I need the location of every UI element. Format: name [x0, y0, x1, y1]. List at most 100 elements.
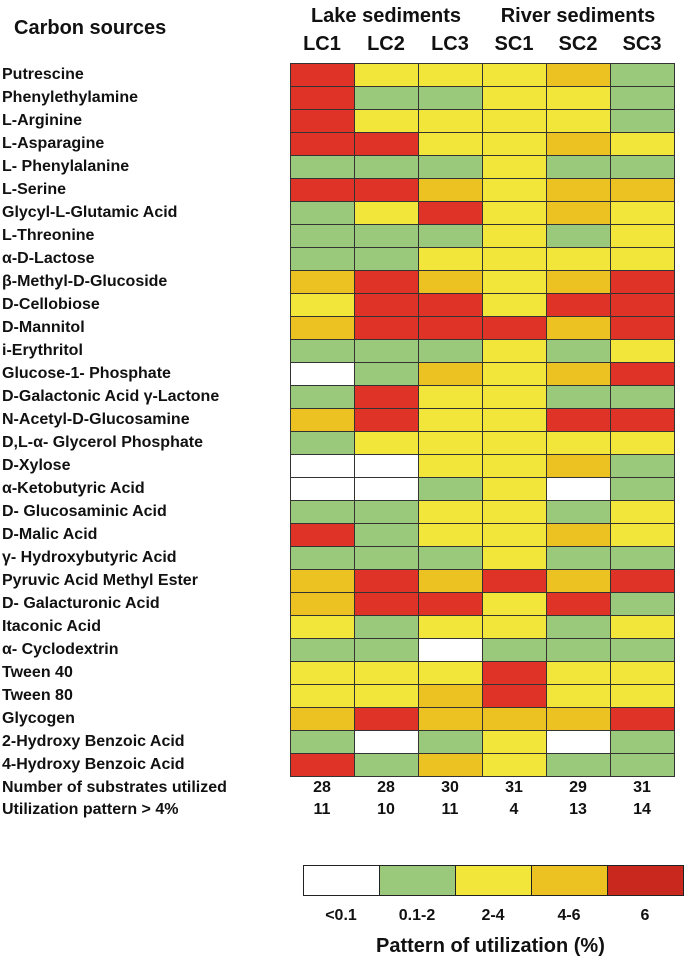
heatmap-cell	[610, 385, 675, 409]
heatmap-cell	[482, 385, 547, 409]
heatmap-cell	[482, 63, 547, 87]
heatmap-cell	[354, 408, 419, 432]
heatmap-cell	[418, 592, 483, 616]
summary-value: 28	[377, 779, 395, 796]
heatmap-cell	[546, 408, 611, 432]
heatmap-cell	[610, 178, 675, 202]
row-label: Pyruvic Acid Methyl Ester	[2, 572, 198, 589]
row-label: L-Arginine	[2, 112, 82, 129]
heatmap-cell	[546, 615, 611, 639]
row-label: D-Cellobiose	[2, 296, 100, 313]
heatmap-cell	[610, 293, 675, 317]
summary-value: 4	[509, 801, 519, 818]
heatmap-cell	[418, 638, 483, 662]
heatmap-cell	[482, 569, 547, 593]
heatmap-cell	[290, 569, 355, 593]
heatmap-cell	[290, 477, 355, 501]
heatmap-cell	[482, 523, 547, 547]
row-label: Glycogen	[2, 710, 75, 727]
heatmap-cell	[546, 362, 611, 386]
heatmap-cell	[482, 546, 547, 570]
heatmap-cell	[354, 86, 419, 110]
row-label: Tween 40	[2, 664, 73, 681]
heatmap-cell	[482, 201, 547, 225]
heatmap-cell	[354, 178, 419, 202]
heatmap-cell	[546, 431, 611, 455]
heatmap-cell	[290, 316, 355, 340]
heatmap-cell	[418, 661, 483, 685]
heatmap-cell	[482, 477, 547, 501]
heatmap-cell	[290, 362, 355, 386]
heatmap-cell	[418, 500, 483, 524]
heatmap-cell	[354, 63, 419, 87]
heatmap-cell	[354, 569, 419, 593]
heatmap-cell	[290, 707, 355, 731]
heatmap-cell	[354, 592, 419, 616]
heatmap-cell	[418, 155, 483, 179]
heatmap-cell	[482, 224, 547, 248]
summary-value: 28	[313, 779, 331, 796]
heatmap-cell	[610, 546, 675, 570]
legend-label: <0.1	[325, 907, 357, 924]
heatmap-cell	[418, 615, 483, 639]
heatmap-cell	[418, 431, 483, 455]
heatmap-cell	[290, 247, 355, 271]
row-label: Putrescine	[2, 66, 84, 83]
heatmap-cell	[290, 224, 355, 248]
group-label-lake: Lake sediments	[310, 5, 462, 27]
heatmap-cell	[418, 730, 483, 754]
heatmap-cell	[482, 316, 547, 340]
legend-swatch	[607, 865, 684, 896]
heatmap-cell	[610, 86, 675, 110]
heatmap-cell	[610, 339, 675, 363]
heatmap-cell	[290, 638, 355, 662]
heatmap-cell	[546, 661, 611, 685]
row-label: D,L-α- Glycerol Phosphate	[2, 434, 203, 451]
heatmap-cell	[354, 730, 419, 754]
row-label: N-Acetyl-D-Glucosamine	[2, 411, 190, 428]
heatmap-cell	[610, 63, 675, 87]
heatmap-cell	[354, 155, 419, 179]
heatmap-cell	[354, 753, 419, 777]
heatmap-cell	[546, 178, 611, 202]
row-header-title: Carbon sources	[14, 17, 167, 39]
heatmap-cell	[418, 63, 483, 87]
row-label: D-Xylose	[2, 457, 71, 474]
summary-value: 30	[441, 779, 459, 796]
heatmap-cell	[546, 730, 611, 754]
heatmap-cell	[418, 707, 483, 731]
row-label: Phenylethylamine	[2, 89, 139, 106]
row-label: L-Threonine	[2, 227, 95, 244]
column-header-lc3: LC3	[431, 33, 469, 55]
heatmap-cell	[354, 523, 419, 547]
heatmap-cell	[482, 615, 547, 639]
heatmap-cell	[354, 707, 419, 731]
heatmap-cell	[354, 339, 419, 363]
heatmap-cell	[546, 316, 611, 340]
heatmap-cell	[418, 523, 483, 547]
summary-value: 13	[569, 801, 587, 818]
column-header-sc3: SC3	[622, 33, 662, 55]
heatmap-cell	[546, 707, 611, 731]
heatmap-cell	[290, 500, 355, 524]
heatmap-cell	[482, 132, 547, 156]
heatmap-cell	[354, 546, 419, 570]
heatmap-cell	[290, 615, 355, 639]
heatmap-cell	[610, 155, 675, 179]
heatmap-cell	[546, 270, 611, 294]
heatmap-cell	[290, 63, 355, 87]
summary-value: 31	[633, 779, 651, 796]
heatmap-cell	[290, 684, 355, 708]
heatmap-cell	[610, 431, 675, 455]
heatmap-cell	[610, 569, 675, 593]
summary-value: 14	[633, 801, 651, 818]
heatmap-cell	[290, 201, 355, 225]
heatmap-cell	[418, 753, 483, 777]
heatmap-cell	[482, 293, 547, 317]
heatmap-cell	[354, 201, 419, 225]
heatmap-cell	[546, 638, 611, 662]
heatmap-cell	[610, 408, 675, 432]
row-label: Glucose-1- Phosphate	[2, 365, 171, 382]
group-label-river: River sediments	[500, 5, 656, 27]
heatmap-cell	[354, 638, 419, 662]
